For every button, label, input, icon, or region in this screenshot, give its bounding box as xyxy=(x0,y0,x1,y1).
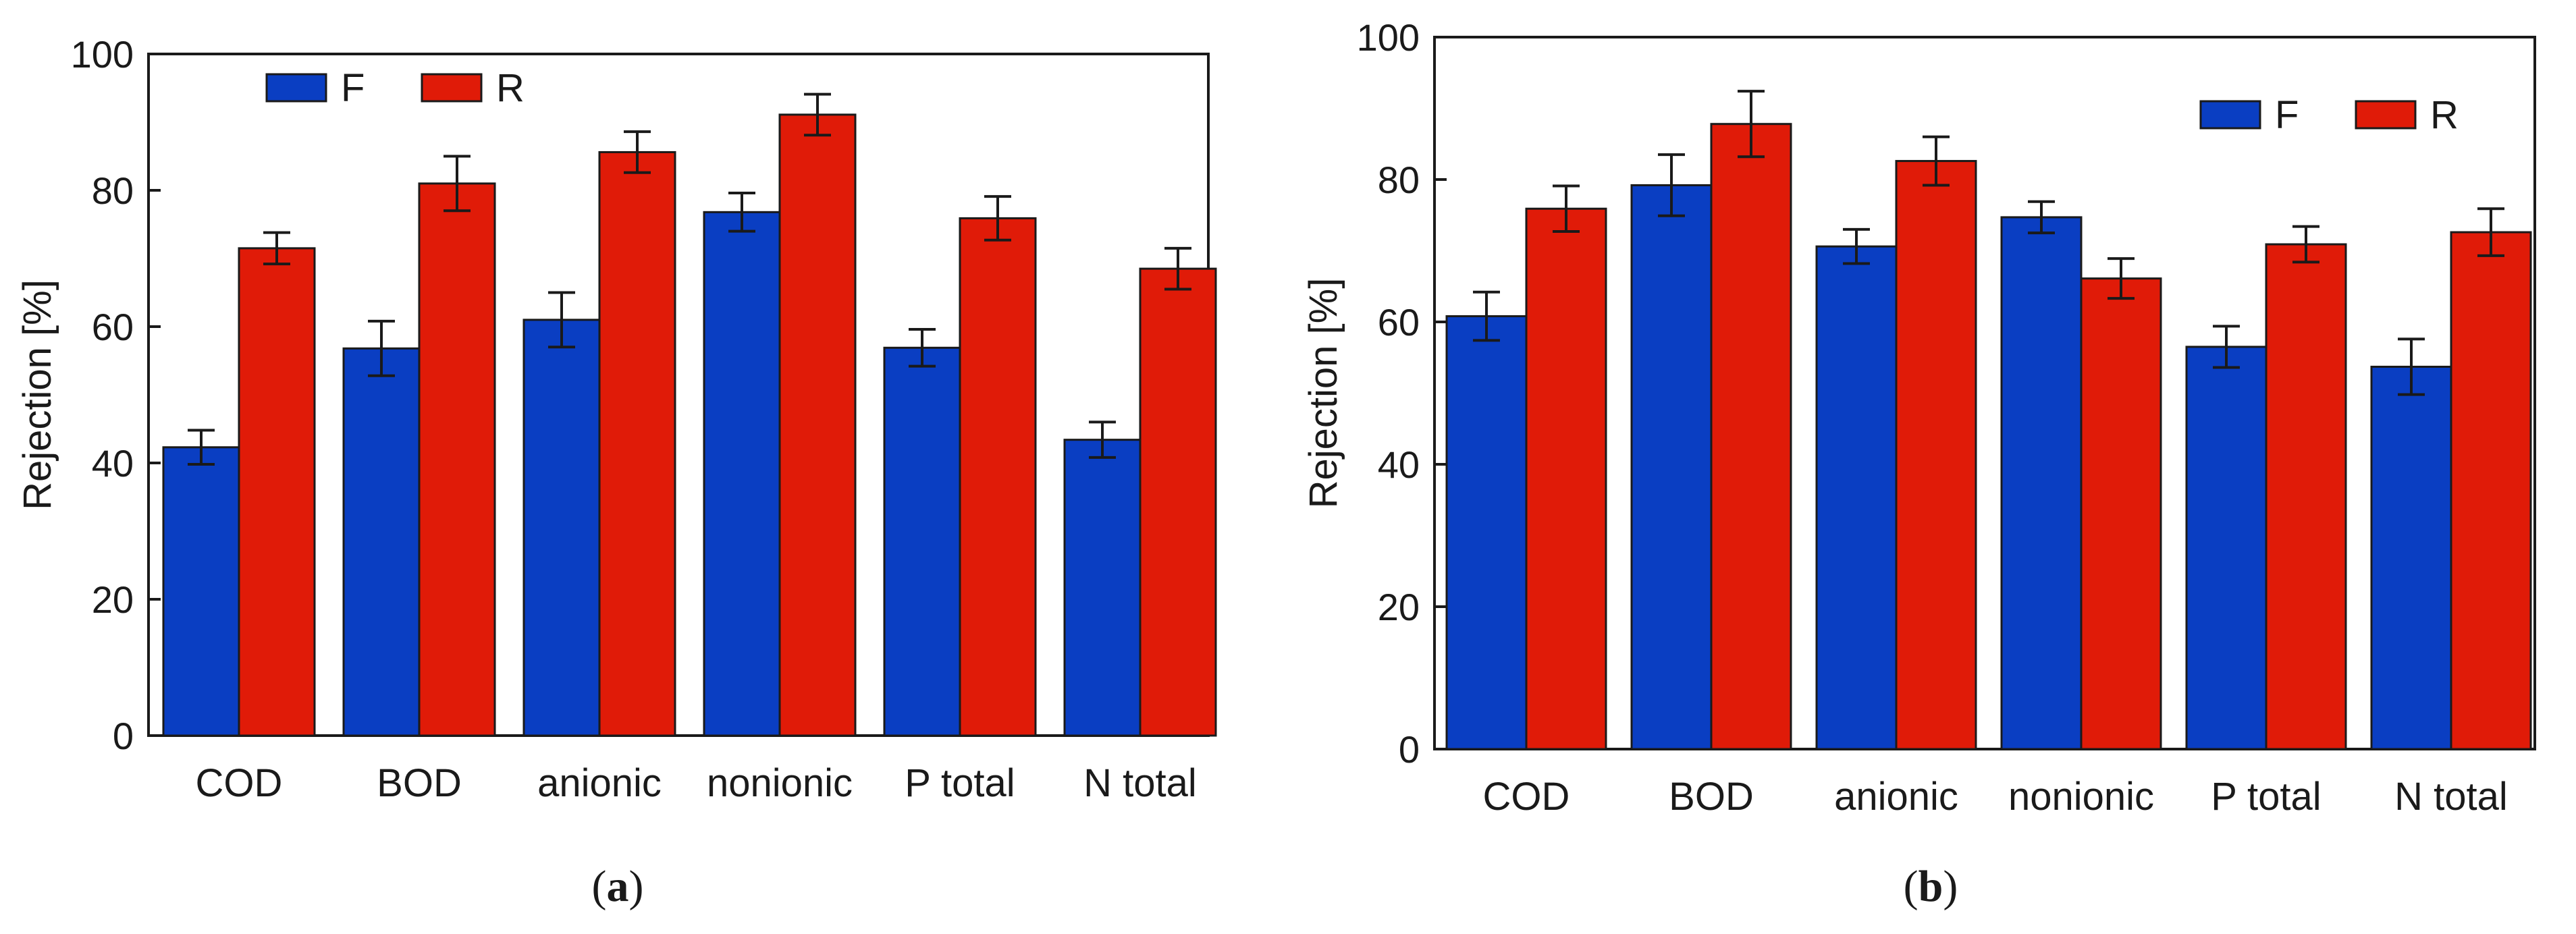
plot-frame xyxy=(1433,36,2536,750)
bar-f-nonionic xyxy=(703,211,781,737)
legend-label-f: F xyxy=(2275,93,2299,137)
x-tick-label-anionic: anionic xyxy=(1834,775,1958,819)
panel-label: (a) xyxy=(592,862,644,911)
bar-r-bod xyxy=(1710,123,1792,750)
x-tick-label-nonionic: nonionic xyxy=(2008,775,2154,819)
x-tick-label-anionic: anionic xyxy=(537,761,662,805)
chart-panel-a: 0 20 40 60 80 100 Rejection [%] COD BOD anionic no… xyxy=(16,33,1217,911)
bar-r-cod xyxy=(238,247,316,737)
y-tick-label: 20 xyxy=(92,578,134,621)
x-tick-label-cod: COD xyxy=(196,761,283,805)
y-tick-label: 40 xyxy=(92,442,134,485)
bar-r-anionic xyxy=(598,150,676,737)
bar-r-p-total xyxy=(959,217,1037,737)
bar-f-n-total xyxy=(1063,439,1142,737)
bar-f-bod xyxy=(342,347,421,737)
legend-label-r: R xyxy=(496,66,525,110)
y-tick-label: 60 xyxy=(1378,301,1420,344)
bar-r-n-total xyxy=(1139,267,1217,737)
y-tick-label: 80 xyxy=(92,169,134,212)
legend-swatch-r xyxy=(421,73,483,103)
bar-r-nonionic xyxy=(2080,277,2162,750)
x-tick-label-bod: BOD xyxy=(1669,775,1754,819)
y-axis-title: Rejection [%] xyxy=(16,279,59,510)
legend-swatch-f xyxy=(2199,100,2261,130)
bar-f-p-total xyxy=(2185,346,2268,750)
bar-f-anionic xyxy=(1815,245,1898,750)
legend-label-r: R xyxy=(2430,93,2459,137)
legend-label-f: F xyxy=(341,66,365,110)
y-axis-title: Rejection [%] xyxy=(1302,278,1345,509)
x-tick-label-p-total: P total xyxy=(2211,775,2321,819)
y-tick-label: 80 xyxy=(1378,159,1420,201)
y-tick-label: 100 xyxy=(1357,16,1420,59)
bar-f-p-total xyxy=(883,346,961,737)
y-tick-label: 0 xyxy=(1399,728,1420,771)
x-tick-label-n-total: N total xyxy=(2394,775,2508,819)
x-tick-label-p-total: P total xyxy=(905,761,1015,805)
bar-r-bod xyxy=(418,182,496,737)
bar-r-cod xyxy=(1525,207,1607,750)
legend-swatch-f xyxy=(265,73,327,103)
bar-f-n-total xyxy=(2370,365,2452,750)
bar-r-nonionic xyxy=(778,113,857,737)
bar-f-anionic xyxy=(522,319,601,737)
y-tick-label: 0 xyxy=(113,715,134,757)
bar-r-n-total xyxy=(2450,231,2532,750)
x-tick-label-nonionic: nonionic xyxy=(707,761,853,805)
y-tick-label: 20 xyxy=(1378,586,1420,628)
chart-panel-b: 0 20 40 60 80 100 Rejection [%] COD BOD anionic no… xyxy=(1302,16,2536,911)
x-tick-label-cod: COD xyxy=(1483,775,1570,819)
bar-f-bod xyxy=(1630,184,1713,750)
bar-f-cod xyxy=(1445,315,1528,750)
y-tick-label: 100 xyxy=(71,33,134,76)
y-tick-label: 40 xyxy=(1378,443,1420,486)
bar-f-cod xyxy=(162,446,240,737)
x-tick-label-n-total: N total xyxy=(1083,761,1197,805)
bar-f-nonionic xyxy=(2000,216,2083,750)
panel-label: (b) xyxy=(1904,862,1958,911)
y-tick-label: 60 xyxy=(92,306,134,348)
x-tick-label-bod: BOD xyxy=(377,761,462,805)
bar-r-p-total xyxy=(2265,243,2347,750)
bar-r-anionic xyxy=(1895,160,1977,750)
legend-swatch-r xyxy=(2355,100,2417,130)
